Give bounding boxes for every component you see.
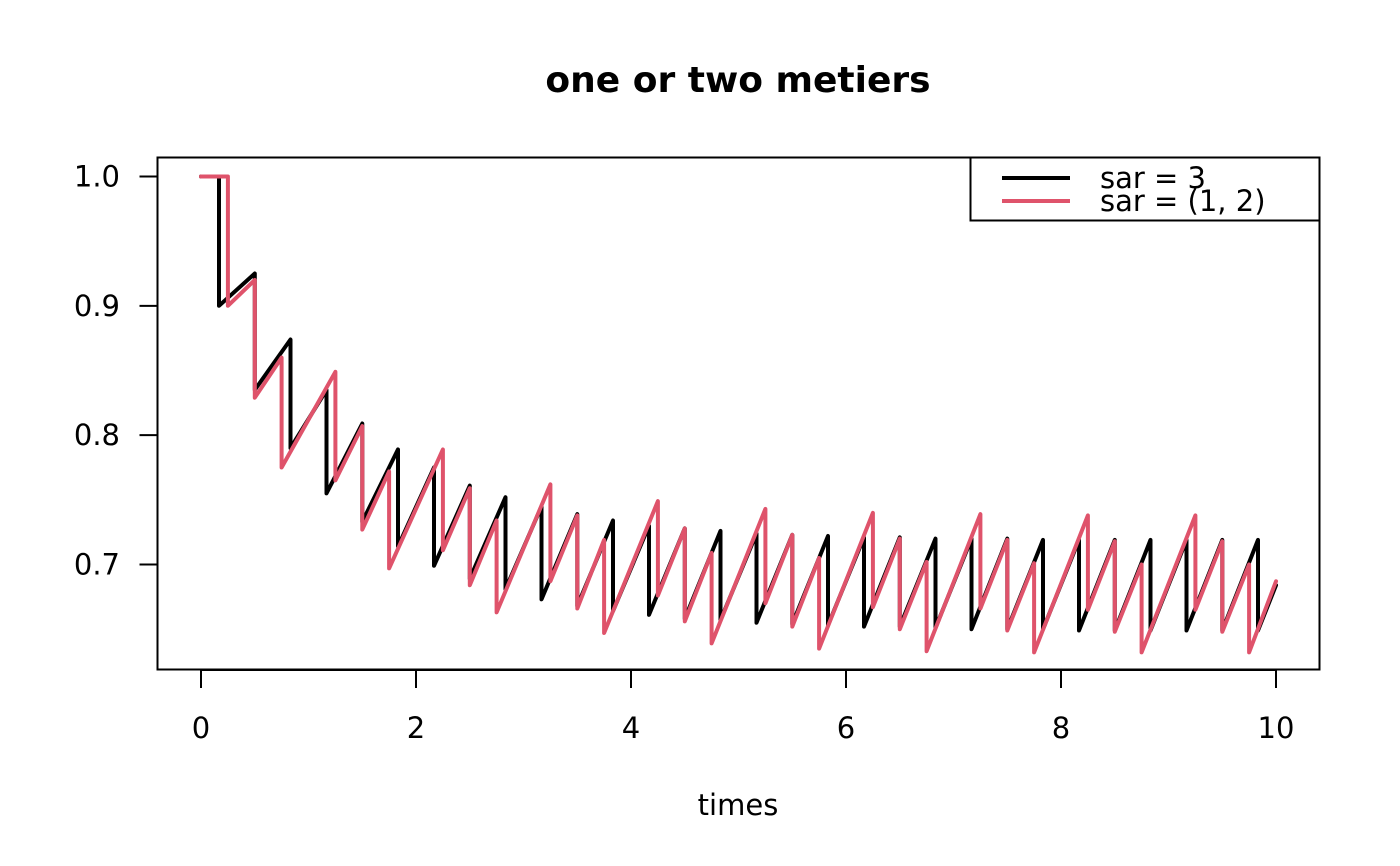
x-axis-label: times: [698, 788, 779, 822]
y-tick-label: 0.9: [74, 289, 120, 323]
chart-title: one or two metiers: [545, 60, 930, 101]
y-axis: 0.7 0.8 0.9 1.0: [74, 160, 159, 582]
legend-label-1: sar = (1, 2): [1100, 184, 1266, 218]
y-tick-label: 0.7: [74, 548, 120, 582]
x-tick-label: 4: [622, 711, 640, 745]
x-axis: 0 2 4 6 8 10: [192, 669, 1295, 745]
x-tick-label: 8: [1052, 711, 1070, 745]
legend-label-0: sar = 3: [1100, 161, 1206, 195]
x-tick-label: 2: [407, 711, 425, 745]
series-layer: [199, 174, 1278, 655]
legend-box: [969, 156, 1321, 222]
y-tick-label: 0.8: [74, 418, 120, 452]
x-tick-label: 0: [192, 711, 210, 745]
x-tick-label: 10: [1258, 711, 1295, 745]
legend: sar = 3 sar = (1, 2): [969, 156, 1321, 222]
y-tick-label: 1.0: [74, 160, 120, 194]
x-tick-label: 6: [837, 711, 855, 745]
series-line-1: [199, 174, 1278, 655]
